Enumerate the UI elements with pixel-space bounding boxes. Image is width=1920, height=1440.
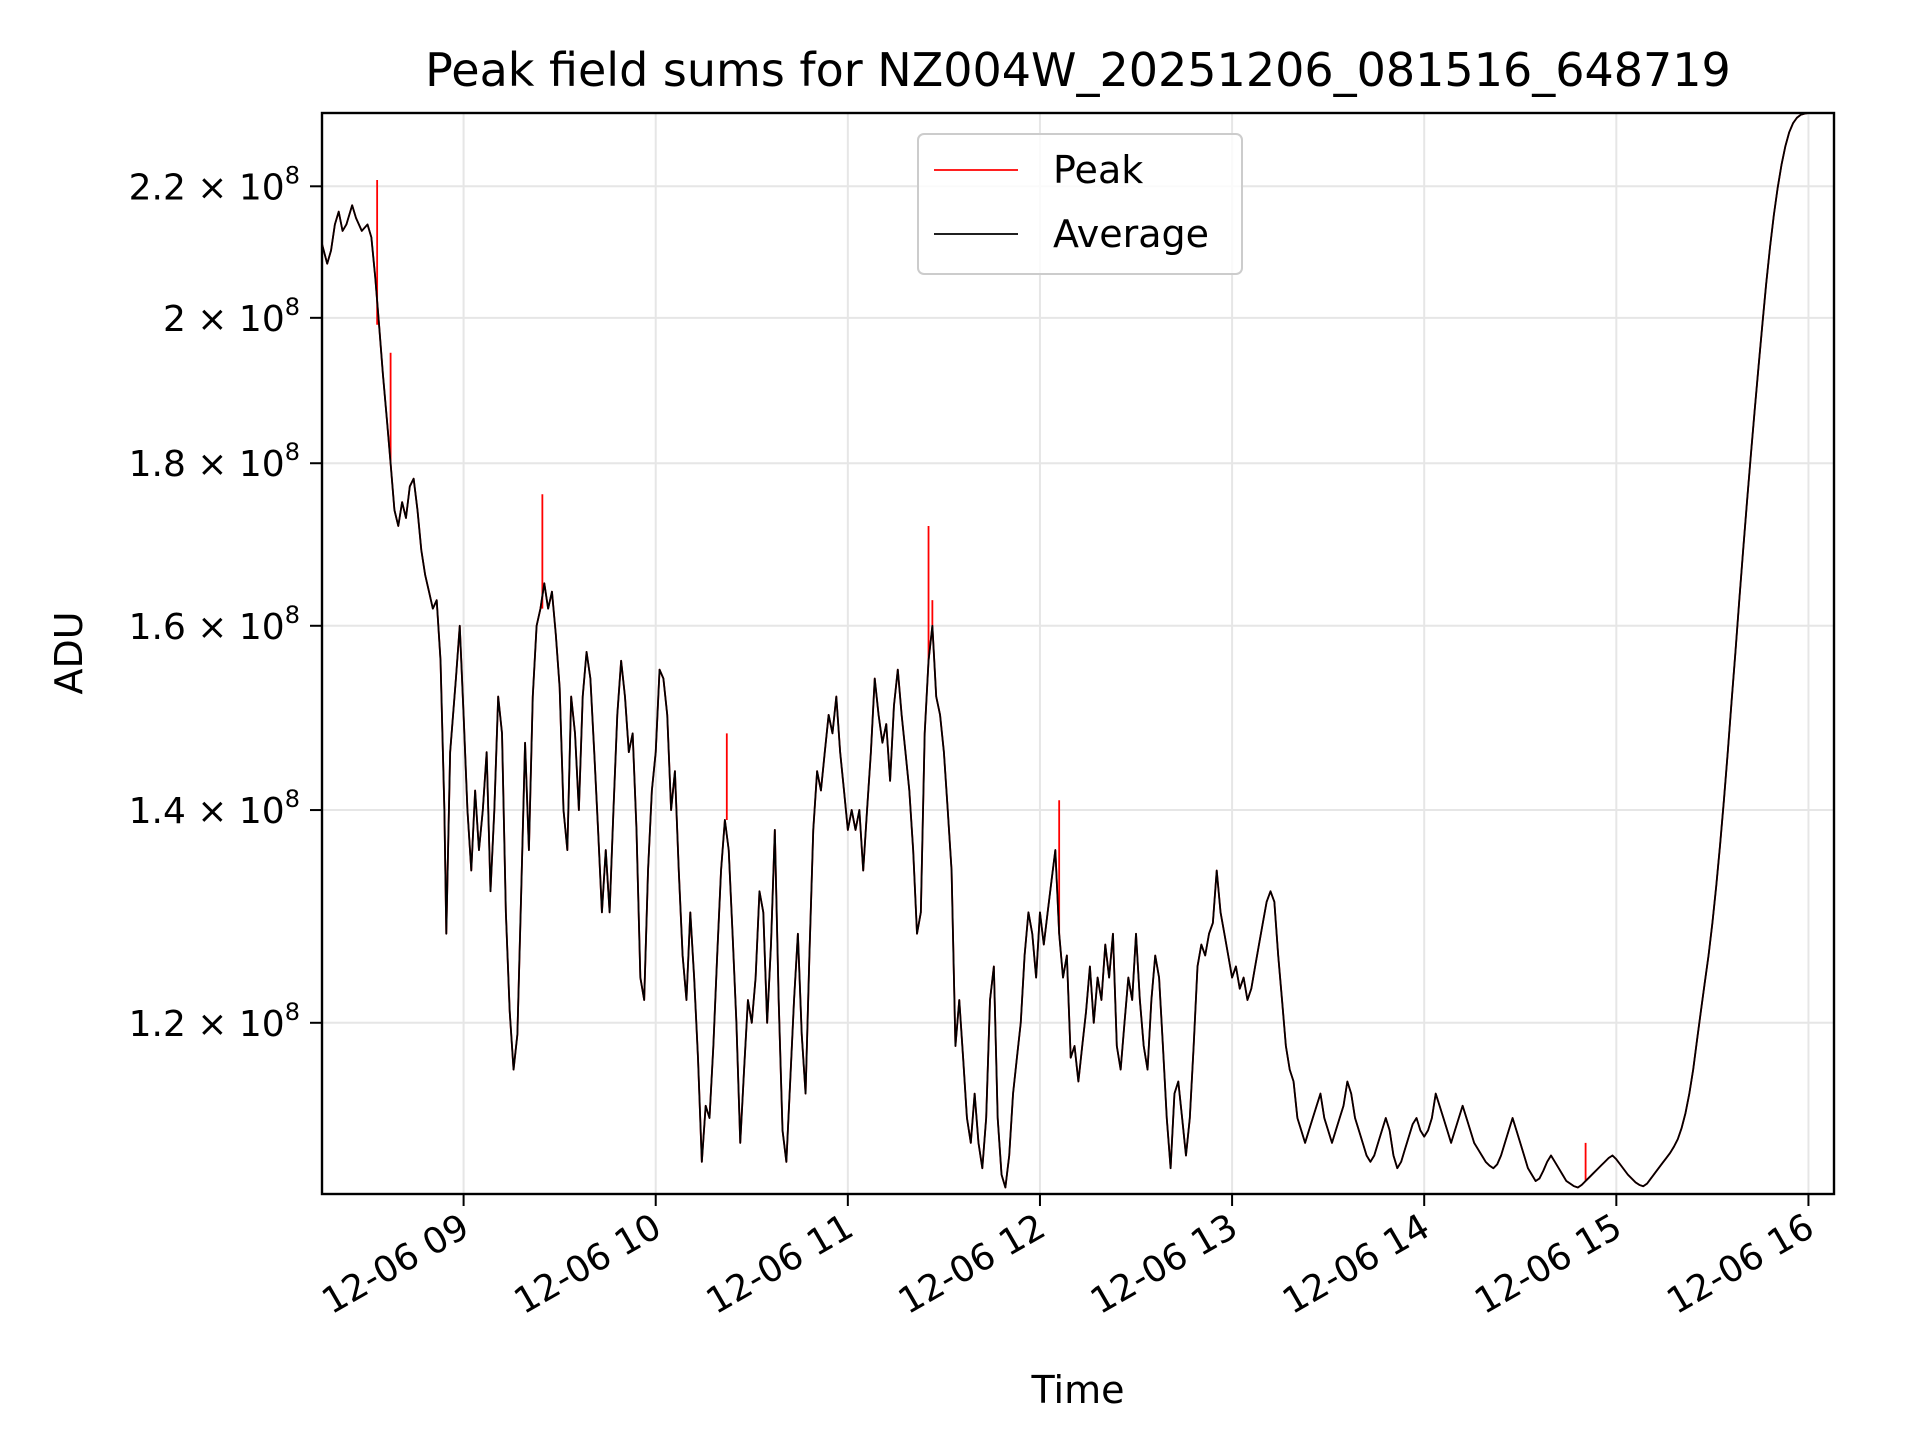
y-axis-label: ADU xyxy=(47,611,91,694)
x-axis-label: Time xyxy=(1031,1368,1125,1412)
legend-box xyxy=(917,133,1243,275)
y-tick-label: 2 × 108 xyxy=(163,293,300,340)
legend-label-peak: Peak xyxy=(1053,148,1143,192)
chart-title: Peak field sums for NZ004W_20251206_0815… xyxy=(425,43,1731,97)
plot-area xyxy=(322,113,1809,1189)
y-tick-label: 1.6 × 108 xyxy=(129,601,300,648)
y-tick-label: 1.4 × 108 xyxy=(129,785,300,832)
y-tick-label: 1.2 × 108 xyxy=(129,998,300,1045)
axes-frame xyxy=(320,111,1836,1196)
series-line-average xyxy=(322,113,1809,1189)
y-tick-label: 1.8 × 108 xyxy=(129,438,300,485)
y-tick-label: 2.2 × 108 xyxy=(129,161,300,208)
legend-label-average: Average xyxy=(1053,212,1209,256)
y-axis: 1.2 × 108 1.4 × 108 1.6 × 108 1.8 × 108 2 × … xyxy=(129,161,322,1045)
legend: Peak Average xyxy=(917,133,1243,275)
